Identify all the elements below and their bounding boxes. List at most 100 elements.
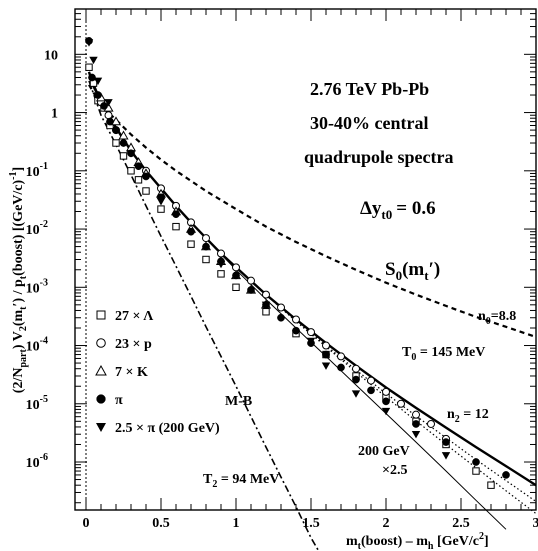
data-point-open-square	[187, 240, 195, 248]
data-point-filled-circle	[88, 73, 96, 82]
data-point-open-square	[157, 205, 165, 213]
data-point-filled-triangle-down	[84, 39, 94, 47]
data-point-open-square	[85, 63, 93, 71]
legend-marker-open-circle	[96, 338, 106, 348]
annotation-T2: T2 = 94 MeV	[203, 472, 279, 490]
data-points	[84, 37, 510, 489]
x-tick-label: 1.5	[302, 516, 320, 531]
data-point-filled-triangle-down	[411, 431, 421, 439]
axes: 0 0.5 1 1.5 2 2.5 3 10 1 10-1 10-2 10-3 10-4 10-5 10-6	[26, 8, 538, 531]
data-point-filled-circle	[119, 139, 128, 147]
data-point-filled-triangle-down	[126, 150, 136, 158]
annotation-200gev-factor: ×2.5	[382, 463, 407, 478]
data-point-filled-circle	[337, 363, 345, 372]
annotation-n0: n0=8.8	[478, 309, 516, 327]
data-point-open-circle	[427, 419, 435, 428]
data-point-filled-triangle-down	[306, 337, 316, 346]
data-point-open-circle	[277, 303, 285, 312]
data-point-filled-triangle-down	[93, 77, 103, 86]
annotation-mb: M-B	[225, 394, 252, 409]
data-point-open-circle	[202, 234, 210, 243]
data-point-open-square	[217, 270, 225, 278]
data-point-open-circle	[247, 276, 255, 285]
data-point-filled-triangle-down	[89, 56, 98, 65]
annotation-T0: T0 = 145 MeV	[402, 345, 485, 363]
data-point-open-square	[472, 467, 480, 475]
y-tick-label: 10-2	[26, 219, 48, 238]
legend-marker-open-square	[96, 310, 106, 320]
data-point-open-square	[127, 167, 135, 175]
data-point-filled-triangle-down	[261, 301, 271, 310]
data-point-open-circle	[307, 328, 315, 337]
data-point-filled-triangle-down	[381, 407, 391, 416]
annotation-200gev: 200 GeV	[358, 444, 410, 459]
annotation-system: 2.76 TeV Pb-Pb	[310, 79, 429, 99]
data-point-open-circle	[337, 352, 345, 361]
legend-label: 7 × K	[115, 365, 148, 380]
curve-dash-dot	[88, 80, 320, 551]
annotation-n2: n2 = 12	[447, 407, 489, 425]
data-point-open-square	[232, 283, 240, 291]
data-point-filled-circle	[232, 271, 240, 280]
y-tick-label: 10-5	[26, 394, 48, 413]
data-point-open-circle	[412, 410, 420, 419]
data-point-open-circle	[104, 111, 113, 120]
data-point-filled-circle	[472, 458, 480, 466]
annotation-spectra: quadrupole spectra	[304, 147, 454, 167]
data-point-open-circle	[322, 341, 330, 350]
data-point-filled-circle	[247, 286, 255, 294]
data-point-filled-circle	[367, 386, 375, 395]
annotation-delta-y: Δyt0 = 0.6	[360, 198, 436, 222]
legend-label: 27 × Λ	[115, 309, 153, 324]
legend-marker-filled-circle	[96, 394, 106, 404]
y-axis-title: (2/Npart) V2(mt′) / pt(boost) [(GeV/c)-1…	[8, 167, 29, 393]
x-tick-label: 0	[83, 516, 90, 531]
data-point-filled-triangle-down	[156, 198, 166, 206]
data-point-filled-triangle-down	[321, 362, 331, 370]
x-tick-label: 2	[383, 516, 390, 531]
data-point-filled-circle	[202, 242, 210, 251]
data-point-filled-circle	[94, 91, 102, 99]
y-tick-label: 10-1	[26, 161, 48, 180]
annotation-centrality: 30-40% central	[310, 113, 428, 133]
data-point-open-circle	[397, 399, 405, 408]
data-point-open-triangle	[110, 116, 122, 126]
data-point-open-square	[112, 139, 120, 147]
data-point-open-square	[172, 222, 180, 231]
x-axis-title: mt(boost) – mh [GeV/c2]	[346, 531, 489, 551]
data-point-filled-circle	[292, 326, 300, 335]
y-tick-label: 10-6	[26, 452, 48, 471]
legend-label: π	[115, 393, 123, 408]
data-point-open-triangle	[118, 130, 129, 140]
x-tick-label: 0.5	[152, 516, 170, 531]
data-point-filled-circle	[322, 350, 330, 359]
y-tick-label: 10	[44, 48, 58, 63]
legend-marker-filled-triangle-down	[96, 423, 106, 432]
data-point-filled-triangle-down	[351, 390, 361, 398]
data-point-filled-circle	[106, 117, 114, 126]
data-point-open-circle	[262, 290, 270, 299]
legend: 27 × Λ 23 × p 7 × K π 2.5 × π (200 GeV)	[95, 309, 220, 436]
data-point-open-square	[202, 255, 210, 264]
data-point-filled-circle	[100, 102, 108, 110]
data-point-open-circle	[292, 315, 300, 324]
data-point-open-circle	[217, 249, 225, 258]
data-point-filled-circle	[187, 227, 195, 236]
legend-label: 2.5 × π (200 GeV)	[115, 421, 220, 436]
data-point-open-square	[119, 152, 128, 160]
data-point-filled-circle	[134, 162, 143, 171]
data-point-filled-circle	[412, 420, 420, 428]
x-tick-label: 3	[533, 516, 538, 531]
data-point-filled-circle	[142, 172, 150, 181]
data-point-open-circle	[367, 376, 375, 385]
data-point-filled-circle	[382, 397, 390, 406]
data-point-open-square	[487, 481, 495, 489]
data-point-filled-triangle-down	[441, 452, 451, 460]
annotation-s0: S0(mt′)	[385, 259, 440, 283]
x-tick-label: 1	[233, 516, 240, 531]
model-curves	[87, 71, 537, 551]
x-tick-label: 2.5	[452, 516, 470, 531]
data-point-open-square	[142, 187, 150, 195]
data-point-open-square	[262, 308, 270, 316]
